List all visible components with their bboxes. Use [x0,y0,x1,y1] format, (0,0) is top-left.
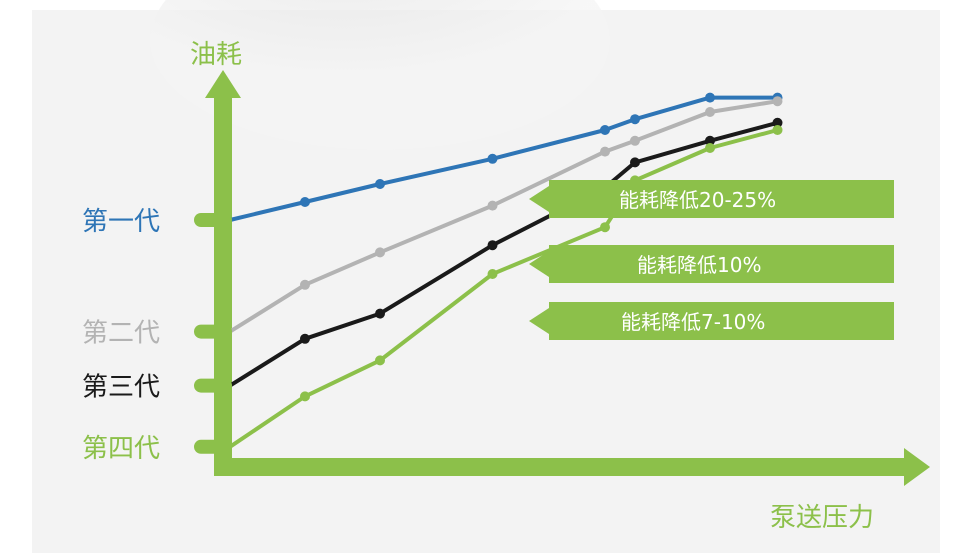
series-2-point [772,96,783,107]
y-tick-mark [194,324,232,339]
series-3-point [772,117,783,128]
callout-arrow [529,251,549,277]
series-2-point [630,135,640,146]
series-1-point [705,92,715,103]
series-line-2 [228,99,778,334]
callout-text: 能耗降低10% [637,253,761,277]
background-glow [150,0,610,150]
series-3-point [300,333,310,344]
series-1-point [600,125,610,135]
x-axis-arrow [904,448,930,486]
series-1-point [300,197,310,207]
y-tick-label: 第四代 [82,434,160,464]
callout-text: 能耗降低7-10% [621,310,765,334]
y-axis-arrow [205,70,241,98]
series-1-point [630,114,640,125]
y-tick-label: 第一代 [82,207,160,237]
series-4-point [705,143,715,153]
callout-box [549,302,894,340]
series-2-point [375,247,385,258]
series-4-point [600,222,610,233]
series-2-point [600,146,610,157]
y-tick-mark [194,439,232,454]
series-lines [228,95,779,449]
series-line-3 [228,120,779,388]
y-axis-label: 油耗 [190,40,242,70]
series-3-point [705,135,715,146]
series-points [300,92,783,402]
series-2-point [487,200,498,211]
y-tick-mark [194,378,232,393]
callout-arrow [529,308,549,334]
series-line-4 [228,128,779,449]
series-2-point [705,107,715,117]
y-tick-label: 第二代 [82,319,160,349]
callout-arrow [529,186,549,212]
series-3-point [487,240,498,251]
callout-box [549,245,894,283]
series-4-point [772,125,783,135]
x-axis-label: 泵送压力 [770,503,874,533]
series-4-point [375,355,385,366]
series-4-point [300,391,310,402]
series-3-point [630,157,640,168]
series-2-point [300,279,310,290]
callout-text: 能耗降低20-25% [619,188,776,212]
y-tick-label: 第三代 [82,373,160,403]
series-1-point [487,153,498,164]
callouts: 能耗降低20-25% 能耗降低10% 能耗降低7-10% [529,180,894,340]
x-axis-line [214,458,906,476]
series-1-point [375,179,385,189]
series-line-1 [229,95,778,222]
series-4-point [487,269,498,279]
callout-box [549,180,894,218]
y-axis-line [214,96,232,476]
y-tick-mark [194,213,232,227]
series-3-point [375,308,385,319]
